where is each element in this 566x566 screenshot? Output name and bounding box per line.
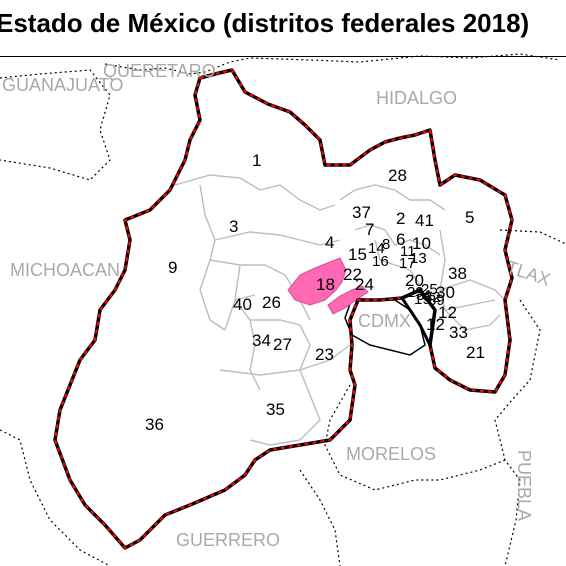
cdmx-inner-border (399, 288, 437, 350)
district-label-19: 19 (414, 291, 431, 308)
district-label-17: 17 (399, 255, 416, 272)
border-guerrero (0, 429, 111, 566)
outer-border-dash (53, 68, 514, 550)
state-borders (0, 53, 566, 566)
state-labels: GUANAJUATO QUERETARO HIDALGO MICHOACAN T… (2, 61, 553, 550)
border-hidalgo-tlax (499, 229, 566, 245)
district-lines (174, 174, 506, 446)
district-label-27: 27 (273, 335, 292, 354)
district-line-l (439, 279, 506, 301)
district-label-41: 41 (415, 211, 434, 230)
district-label-12b: 12 (426, 315, 445, 334)
district-label-37: 37 (352, 203, 371, 222)
district-line-f (250, 319, 311, 396)
district-label-30: 30 (436, 283, 455, 302)
district-line-o (224, 294, 256, 331)
border-guerrero-east (299, 469, 341, 566)
district-label-26: 26 (262, 293, 281, 312)
district-line-i (339, 184, 446, 211)
district-line-m (444, 309, 501, 331)
label-cdmx: CDMX (358, 311, 411, 331)
district-label-7: 7 (365, 220, 374, 239)
district-label-8: 8 (382, 236, 390, 253)
district-label-11: 11 (400, 243, 416, 260)
district-label-10: 10 (412, 234, 431, 253)
district-line-e (234, 264, 261, 391)
district-label-20: 20 (405, 271, 424, 290)
district-label-34: 34 (252, 331, 271, 350)
district-line-c (214, 231, 341, 246)
district-line-a (174, 174, 336, 211)
district-label-2: 2 (396, 209, 405, 228)
district-label-31: 31 (416, 287, 433, 304)
district-label-23: 23 (315, 345, 334, 364)
estado-de-mexico-border (53, 68, 514, 550)
title-rule (0, 56, 566, 57)
district-label-5: 5 (465, 208, 474, 227)
border-morelos (324, 384, 506, 491)
district-label-25: 25 (421, 281, 438, 298)
border-guanajuato-queretaro (0, 69, 111, 181)
district-label-32: 32 (424, 289, 441, 306)
district-line-d (209, 259, 311, 321)
district-line-g (219, 344, 351, 376)
district-label-21: 21 (466, 343, 485, 362)
district-label-3: 3 (229, 217, 238, 236)
district-line-j (354, 224, 441, 256)
map-title: Estado de México (distritos federales 20… (0, 8, 530, 38)
district-18-highlight (287, 257, 369, 315)
district-label-15: 15 (348, 245, 367, 264)
district-label-28: 28 (388, 166, 407, 185)
district-line-h (249, 394, 321, 446)
district-label-12: 12 (438, 303, 457, 322)
district-label-38: 38 (448, 264, 467, 283)
district-line-n (374, 239, 421, 286)
border-tlax-puebla (494, 299, 541, 566)
label-hidalgo: HIDALGO (376, 88, 457, 108)
district-labels: 1 2 3 4 5 6 7 8 9 10 11 12 12 13 14 15 1… (145, 151, 485, 434)
district-label-33: 33 (449, 323, 468, 342)
district-label-40: 40 (233, 295, 252, 314)
label-guanajuato: GUANAJUATO (2, 75, 123, 95)
district-label-18: 18 (316, 275, 335, 294)
district-label-36: 36 (145, 415, 164, 434)
label-morelos: MORELOS (346, 444, 436, 464)
district-label-1: 1 (252, 151, 261, 170)
district-label-22: 22 (343, 265, 362, 284)
district-label-16: 16 (372, 253, 389, 270)
district-label-35: 35 (266, 400, 285, 419)
district-line-k (439, 229, 496, 311)
label-michoacan: MICHOACAN (10, 260, 120, 280)
district-label-9: 9 (168, 258, 177, 277)
label-puebla: PUEBLA (514, 450, 534, 521)
district-label-13: 13 (410, 250, 427, 267)
label-guerrero: GUERRERO (176, 530, 280, 550)
district-label-6: 6 (396, 230, 405, 249)
district-label-4: 4 (325, 233, 334, 252)
district-label-24: 24 (355, 275, 374, 294)
border-queretaro-hidalgo (104, 53, 561, 75)
district-label-29: 29 (407, 284, 424, 301)
label-queretaro: QUERETARO (103, 61, 216, 81)
district-label-39: 39 (428, 292, 445, 309)
district-label-14: 14 (368, 240, 385, 257)
district-line-b (199, 184, 226, 331)
